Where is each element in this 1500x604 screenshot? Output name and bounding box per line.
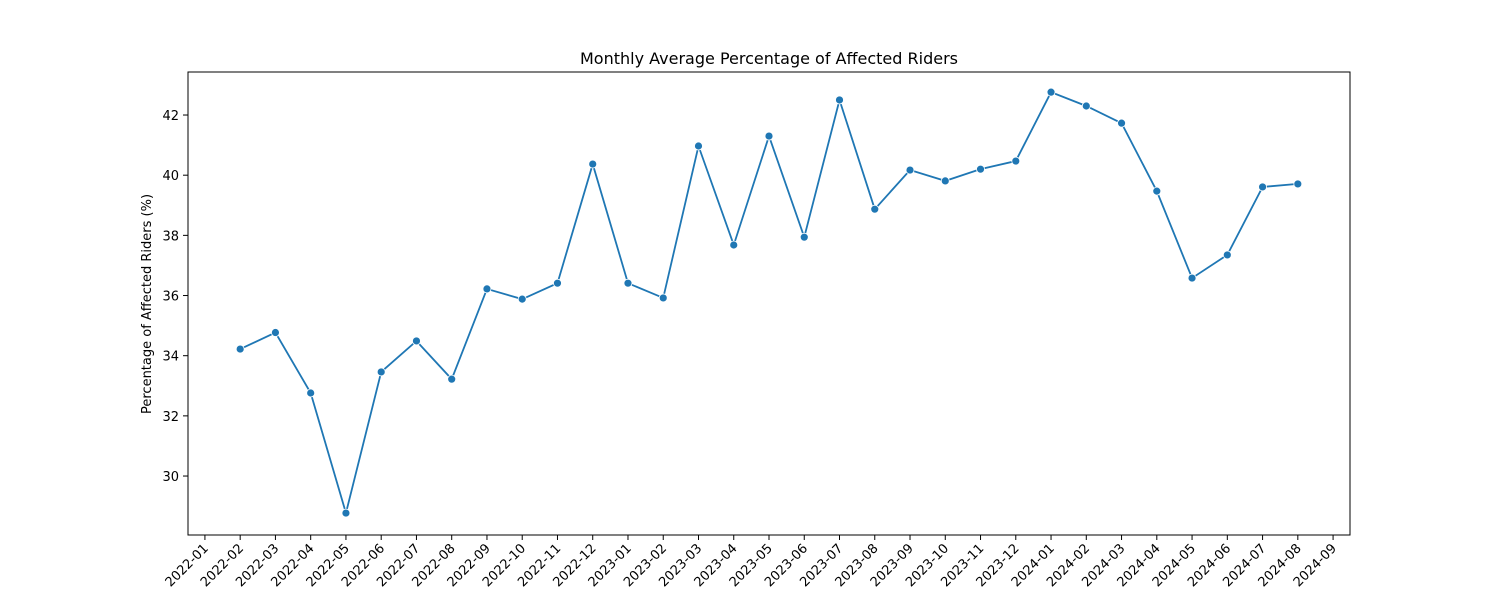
data-line	[239, 91, 1298, 517]
data-point	[306, 388, 316, 398]
data-point	[835, 95, 844, 105]
data-point	[1222, 250, 1232, 260]
data-point	[1187, 273, 1197, 283]
data-point	[1011, 156, 1021, 166]
y-tick-label: 34	[162, 350, 179, 365]
data-point	[870, 204, 880, 214]
data-point	[1258, 182, 1267, 192]
data-point	[341, 508, 351, 518]
y-tick-label: 40	[162, 169, 179, 184]
data-point	[623, 278, 633, 288]
data-point	[447, 374, 457, 384]
y-tick-label: 42	[162, 109, 179, 124]
data-point	[694, 141, 703, 151]
data-point	[799, 232, 809, 242]
y-tick-label: 30	[162, 470, 179, 485]
data-point	[235, 344, 245, 354]
data-point	[553, 278, 562, 288]
data-point	[905, 165, 915, 175]
data-point	[412, 336, 421, 346]
data-point	[1081, 101, 1091, 111]
data-point	[1293, 179, 1303, 189]
data-point	[1152, 186, 1162, 196]
chart-title: Monthly Average Percentage of Affected R…	[580, 49, 958, 68]
data-point	[976, 164, 985, 174]
plot-frame	[187, 71, 1351, 536]
y-tick-label: 36	[162, 290, 179, 305]
y-tick-label: 38	[162, 229, 179, 244]
data-point	[271, 328, 280, 337]
data-point	[376, 367, 386, 377]
data-point	[1046, 87, 1056, 97]
data-point	[729, 240, 739, 250]
data-point	[764, 131, 774, 141]
data-point	[517, 294, 527, 304]
y-axis-label: Percentage of Affected Riders (%)	[140, 194, 155, 414]
data-point	[1117, 118, 1126, 128]
data-point	[482, 284, 492, 294]
data-point	[588, 159, 598, 169]
data-point	[940, 176, 950, 186]
y-tick-label: 32	[162, 410, 179, 425]
data-point	[658, 293, 668, 303]
